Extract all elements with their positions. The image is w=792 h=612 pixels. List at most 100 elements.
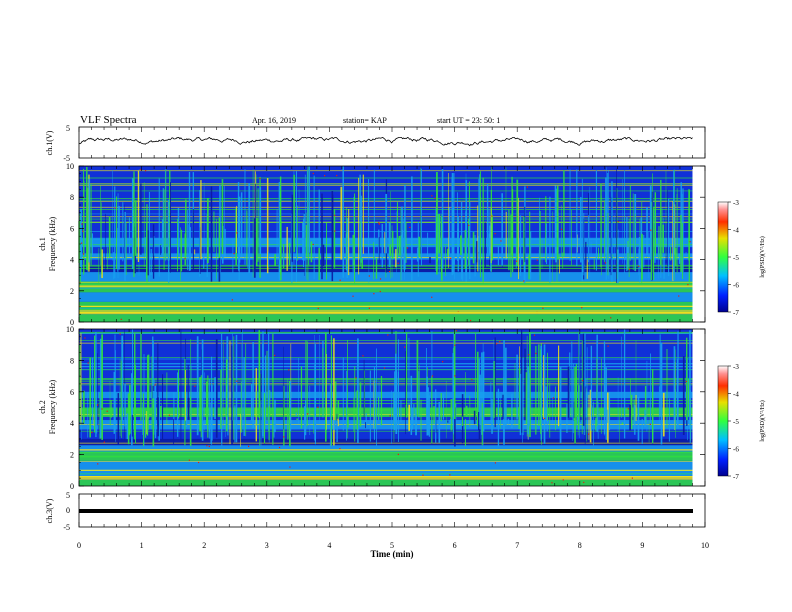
spectro-hotspot	[352, 295, 354, 297]
spectro-hotspot	[638, 265, 640, 267]
spectro-hotspot	[500, 240, 502, 242]
spectro-hotspot	[334, 230, 336, 232]
colorbar-tick-label: -4	[733, 227, 739, 235]
spectro-hotspot	[317, 406, 319, 408]
spectro-band	[79, 287, 693, 293]
spectro-hotspot	[552, 397, 555, 399]
spectro-hotspot	[339, 279, 341, 281]
ch3-x-ticks	[78, 494, 706, 527]
spectro-hotspot	[404, 346, 406, 348]
spectro-hotspot	[434, 197, 436, 199]
spectro-hotspot	[687, 283, 689, 286]
spectro-hotspot	[236, 232, 238, 234]
ch1-spectrogram-panel: 0 2 4 6 8 10 ch.1 Frequency (kHz) -3 -4 -5 -6 -7 …	[38, 162, 766, 327]
date-label: Apr. 16, 2019	[252, 116, 296, 125]
colorbar-tick-label: -3	[733, 363, 739, 371]
ch1-spec-x-ticks	[78, 166, 706, 322]
spectro-hotspot	[526, 186, 529, 188]
spectro-hotspot	[678, 295, 680, 297]
y-tick-label: 0	[70, 482, 74, 491]
spectro-hotspot	[627, 408, 629, 410]
ch3-waveform-panel: 5 0 -5 ch.3(V)	[45, 491, 706, 532]
x-tick-label: 0	[77, 541, 81, 550]
spectro-hotspot	[450, 257, 452, 260]
spectro-hotspot	[288, 369, 290, 371]
spectro-hotspot	[373, 293, 375, 295]
spectro-hotspot	[82, 253, 85, 255]
x-tick-label: 7	[515, 541, 519, 550]
x-tick-label: 9	[640, 541, 644, 550]
ch1-ytick-bottom: -5	[63, 154, 70, 163]
spectro-hotspot	[334, 214, 336, 216]
spectro-hotspot	[84, 337, 86, 339]
spectro-hotspot	[607, 345, 609, 347]
spectro-hotspot	[233, 253, 235, 255]
spectro-hotspot	[208, 445, 210, 448]
station-label: station= KAP	[343, 116, 387, 125]
ch2-colorbar: -3 -4 -5 -6 -7 log(PSD)(V²/Hz)	[717, 363, 766, 481]
spectro-hotspot	[336, 174, 338, 177]
spectro-hotspot	[389, 415, 391, 417]
spectro-hotspot	[368, 307, 370, 309]
ch2-spec-x-ticks	[78, 329, 706, 486]
ch3-waveform-trace	[79, 509, 693, 513]
x-tick-label: 10	[701, 541, 709, 550]
spectro-hotspot	[685, 380, 687, 383]
colorbar-tick-label: -6	[733, 282, 739, 290]
spectro-hotspot	[81, 223, 83, 225]
spectro-hotspot	[289, 466, 291, 468]
spectro-hotspot	[409, 226, 411, 229]
spectro-hotspot	[259, 177, 261, 180]
spectro-hotspot	[96, 404, 99, 406]
spectro-hotspot	[628, 268, 631, 270]
spectro-hotspot	[206, 445, 208, 447]
spectro-hotspot	[468, 224, 470, 227]
spectro-hotspot	[355, 377, 357, 379]
spectro-hotspot	[610, 317, 612, 319]
spectro-hotspot	[323, 174, 326, 177]
x-axis-label: Time (min)	[370, 549, 413, 559]
colorbar-tick-label: -3	[733, 199, 739, 207]
spectro-hotspot	[583, 481, 585, 484]
ch2-colorbar-label: log(PSD)(V²/Hz)	[759, 400, 766, 441]
spectro-band	[79, 391, 693, 399]
spectro-hotspot	[422, 474, 424, 476]
spectro-hotspot	[283, 436, 285, 438]
ch2-spec-ylabel-channel: ch.2	[38, 400, 47, 414]
spectro-hotspot	[528, 354, 530, 356]
spectro-band	[79, 407, 693, 417]
colorbar-tick-label: -7	[733, 309, 739, 317]
spectro-band	[79, 438, 693, 446]
spectro-hotspot	[312, 172, 314, 175]
spectro-hotspot	[431, 195, 433, 197]
spectro-hotspot	[587, 433, 590, 435]
spectro-hotspot	[406, 247, 409, 249]
spectro-hotspot	[397, 453, 399, 456]
spectro-band	[79, 292, 693, 302]
ch1-waveform-line	[78, 137, 693, 147]
y-tick-label: 4	[70, 256, 74, 265]
spectro-hotspot	[339, 448, 341, 450]
start-ut-label: start UT = 23: 50: 1	[437, 116, 500, 125]
ch1-spec-y-ticks: 0 2 4 6 8 10	[66, 162, 705, 327]
spectro-hotspot	[87, 362, 89, 364]
spectro-hotspot	[582, 379, 584, 382]
spectro-hotspot	[397, 262, 399, 264]
spectro-hotspot	[542, 307, 544, 309]
spectro-hotspot	[617, 221, 619, 223]
ch1-x-ticks	[78, 127, 706, 158]
spectro-hotspot	[139, 169, 141, 171]
spectro-hotspot	[278, 446, 281, 449]
spectro-hotspot	[103, 441, 105, 443]
spectro-band	[79, 460, 693, 477]
spectro-hotspot	[184, 258, 186, 260]
spectro-hotspot	[368, 275, 370, 277]
spectro-hotspot	[470, 319, 472, 322]
spectro-hotspot	[523, 280, 525, 282]
spectro-hotspot	[494, 233, 496, 235]
spectro-hotspot	[106, 410, 108, 412]
spectro-hotspot	[197, 461, 200, 464]
x-tick-label: 1	[140, 541, 144, 550]
ch1-waveform-trace	[78, 137, 693, 147]
spectro-hotspot	[496, 343, 498, 345]
